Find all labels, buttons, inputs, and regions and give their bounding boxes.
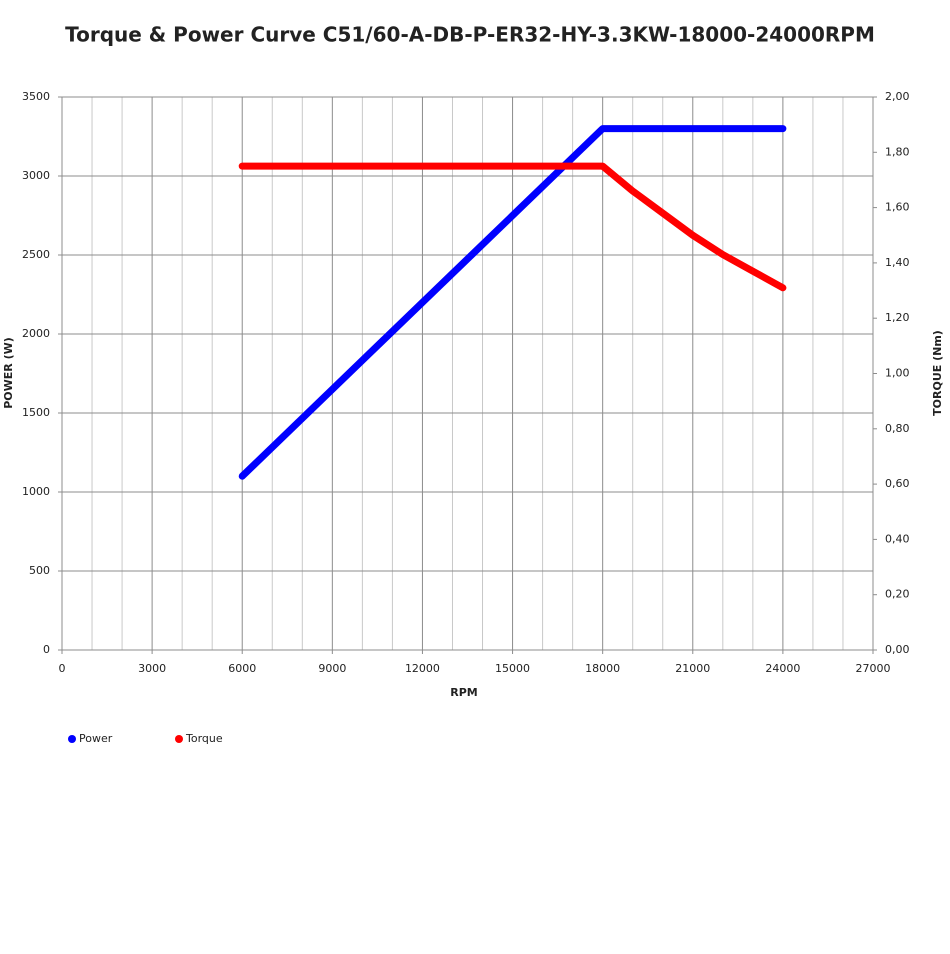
y-tick-label: 500 — [29, 564, 50, 577]
y-tick-label: 0 — [43, 643, 50, 656]
x-tick-label: 6000 — [228, 662, 256, 675]
y2-tick-label: 0,00 — [885, 643, 910, 656]
x-tick-label: 27000 — [856, 662, 891, 675]
x-tick-label: 15000 — [495, 662, 530, 675]
chart-title: Torque & Power Curve C51/60-A-DB-P-ER32-… — [65, 23, 875, 47]
legend-marker — [68, 735, 76, 743]
y-tick-label: 3500 — [22, 90, 50, 103]
legend-marker — [175, 735, 183, 743]
y2-tick-label: 1,20 — [885, 311, 910, 324]
x-axis-title: RPM — [450, 686, 477, 699]
legend-label: Torque — [185, 732, 223, 745]
x-tick-label: 3000 — [138, 662, 166, 675]
x-tick-label: 0 — [59, 662, 66, 675]
y2-tick-label: 0,20 — [885, 588, 910, 601]
x-tick-label: 9000 — [318, 662, 346, 675]
y2-tick-label: 0,40 — [885, 532, 910, 545]
y2-tick-label: 0,60 — [885, 477, 910, 490]
y-tick-label: 1000 — [22, 485, 50, 498]
y2-tick-label: 1,00 — [885, 367, 910, 380]
y-tick-label: 2500 — [22, 248, 50, 261]
x-tick-label: 21000 — [675, 662, 710, 675]
y2-axis-title: TORQUE (Nm) — [931, 330, 944, 416]
x-tick-label: 24000 — [765, 662, 800, 675]
x-tick-label: 18000 — [585, 662, 620, 675]
y-tick-label: 3000 — [22, 169, 50, 182]
y-axis-title: POWER (W) — [2, 337, 15, 409]
plot-border — [61, 96, 874, 651]
legend-label: Power — [79, 732, 113, 745]
y2-tick-label: 1,40 — [885, 256, 910, 269]
x-tick-label: 12000 — [405, 662, 440, 675]
series-line — [238, 125, 787, 480]
series-line — [238, 162, 787, 292]
y2-tick-label: 1,80 — [885, 145, 910, 158]
y-tick-label: 2000 — [22, 327, 50, 340]
y2-tick-label: 0,80 — [885, 422, 910, 435]
y2-tick-label: 1,60 — [885, 201, 910, 214]
y-tick-label: 1500 — [22, 406, 50, 419]
y2-tick-label: 2,00 — [885, 90, 910, 103]
